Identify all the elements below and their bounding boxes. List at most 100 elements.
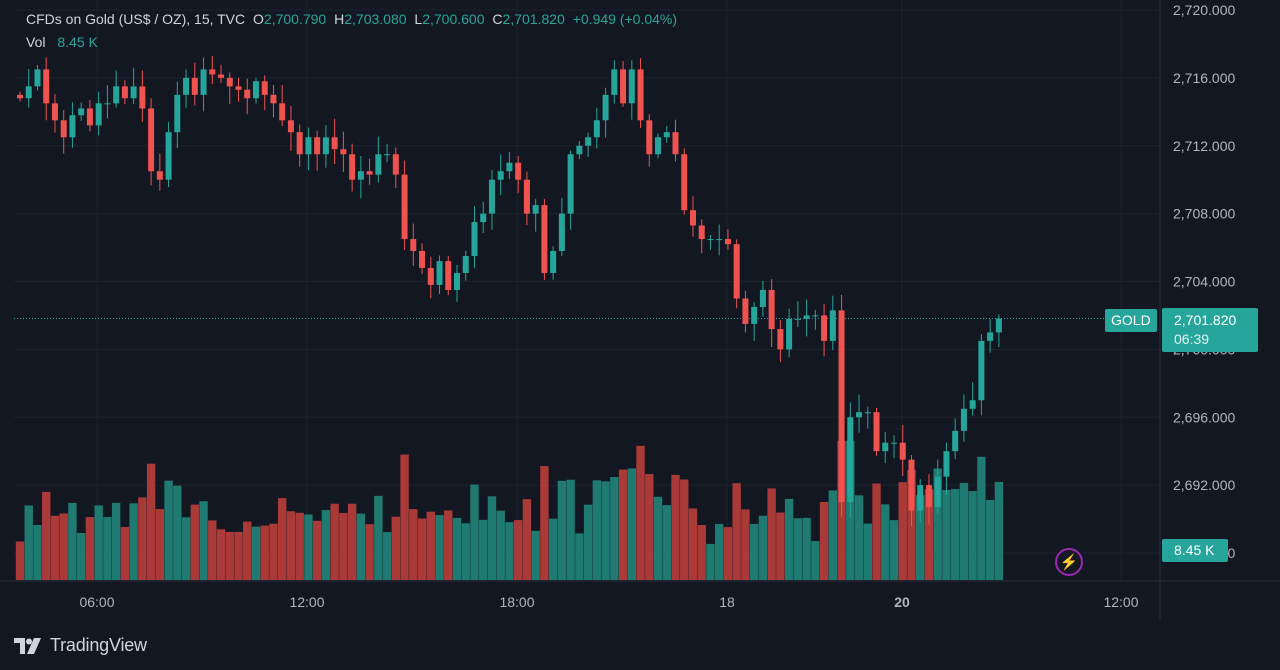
- candle-body: [707, 239, 714, 241]
- candle-body: [663, 132, 670, 138]
- y-tick-label: 2,708.000: [1173, 206, 1235, 222]
- candle-body: [838, 310, 845, 503]
- low-value: 2,700.600: [422, 11, 485, 27]
- volume-bar: [321, 509, 331, 580]
- volume-bar: [767, 488, 776, 580]
- high-key: H: [334, 11, 345, 27]
- volume-bar: [146, 463, 156, 580]
- candle-body: [672, 132, 679, 155]
- candle-body: [191, 77, 198, 95]
- candle-body: [314, 137, 321, 155]
- tradingview-logo[interactable]: TradingView: [14, 635, 147, 656]
- volume-label: 8.45 K: [1162, 539, 1228, 562]
- volume-bar: [819, 501, 829, 580]
- candle-body: [43, 69, 50, 104]
- volume-bar: [627, 468, 636, 580]
- volume-bar: [278, 498, 287, 580]
- candle-body: [69, 115, 76, 138]
- volume-bar: [138, 497, 147, 580]
- candle-body: [200, 69, 207, 95]
- volume-bar: [120, 527, 130, 580]
- candle-body: [882, 442, 889, 452]
- candle-body: [305, 137, 312, 155]
- volume-bar: [898, 482, 907, 580]
- candle-body: [357, 171, 364, 180]
- symbol-title[interactable]: CFDs on Gold (US$ / OZ), 15, TVC: [26, 11, 246, 27]
- candle-body: [655, 137, 662, 155]
- volume-bar: [286, 511, 296, 580]
- volume-bar: [863, 523, 872, 580]
- x-tick-label: 20: [894, 594, 910, 610]
- volume-bar: [76, 532, 86, 580]
- candle-body: [891, 442, 897, 444]
- x-tick-label: 12:00: [289, 594, 324, 610]
- candle-body: [419, 250, 426, 268]
- candle-body: [165, 132, 172, 180]
- volume-bar: [758, 515, 768, 580]
- candle-body: [724, 239, 731, 245]
- candle-body: [51, 103, 58, 121]
- x-tick-label: 06:00: [79, 594, 114, 610]
- volume-bar: [260, 525, 269, 580]
- volume-bar: [557, 480, 567, 580]
- volume-bar: [164, 480, 173, 580]
- candle-body: [60, 120, 67, 138]
- volume-bar: [540, 466, 549, 580]
- candle-body: [873, 412, 880, 452]
- x-tick-label: 18: [719, 594, 735, 610]
- volume-bar: [330, 503, 339, 580]
- candle-body: [628, 69, 635, 104]
- candle-body: [602, 94, 609, 121]
- candle-body: [987, 332, 994, 341]
- candle-body: [261, 81, 268, 95]
- candle-body: [558, 213, 565, 251]
- open-value: 2,700.790: [263, 11, 327, 27]
- y-tick-label: 2,704.000: [1173, 274, 1235, 290]
- volume-bar: [706, 543, 715, 580]
- volume-bar: [391, 516, 401, 580]
- candle-body: [384, 154, 391, 156]
- volume-bar: [173, 485, 182, 580]
- candle-body: [829, 310, 836, 341]
- candle-body: [681, 154, 688, 211]
- candle-body: [121, 86, 128, 99]
- volume-bar: [985, 499, 995, 580]
- volume-bar: [50, 515, 60, 580]
- volume-bar: [531, 530, 540, 580]
- volume-bar: [732, 483, 741, 580]
- volume-bar: [653, 496, 663, 580]
- volume-bar: [671, 474, 680, 580]
- volume-bar: [312, 520, 322, 580]
- candle-body: [296, 132, 303, 155]
- volume-bar: [811, 541, 820, 580]
- time-axis: 06:00 12:00 18:00 18 20 12:00: [79, 594, 1138, 610]
- lightning-icon[interactable]: ⚡: [1055, 548, 1083, 576]
- candle-body: [139, 86, 146, 109]
- candle-body: [148, 108, 155, 172]
- candle-body: [174, 94, 181, 133]
- volume-bar: [977, 456, 986, 580]
- candles: [17, 55, 1002, 527]
- volume-bar: [680, 479, 689, 580]
- volume-bar: [741, 509, 750, 580]
- candle-body: [480, 213, 487, 223]
- volume-bar: [59, 513, 68, 580]
- volume-bar: [994, 481, 1004, 580]
- low-key: L: [414, 11, 423, 27]
- volume-bar: [452, 517, 462, 580]
- volume-bar: [601, 481, 610, 580]
- candle-body: [366, 171, 373, 175]
- volume-key[interactable]: Vol: [26, 34, 46, 50]
- volume-bar: [295, 512, 304, 580]
- volume-bar: [610, 477, 619, 580]
- volume-bar: [618, 469, 628, 580]
- volume-bar: [592, 480, 602, 580]
- candle-body: [515, 162, 522, 180]
- candle-body: [25, 86, 32, 99]
- candle-body: [716, 239, 723, 241]
- volume-bar: [566, 479, 575, 580]
- close-key: C: [492, 11, 503, 27]
- candle-body: [17, 94, 23, 99]
- volume-bars: [15, 440, 1004, 580]
